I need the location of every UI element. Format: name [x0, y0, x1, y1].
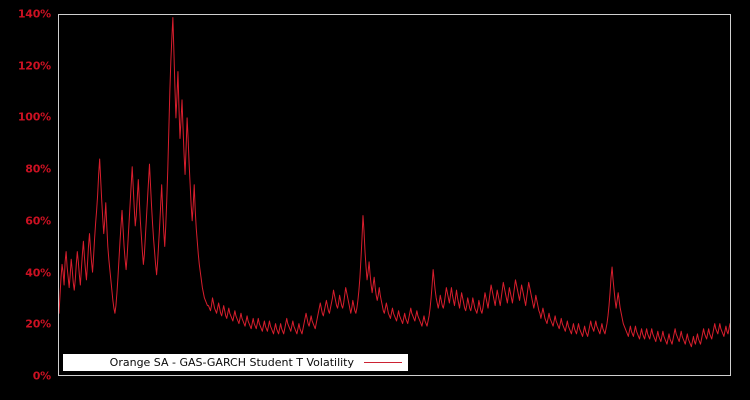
y-tick-label-80: 80% — [25, 162, 51, 176]
y-tick-label-20: 20% — [25, 317, 51, 331]
y-tick-label-100: 100% — [17, 110, 51, 124]
y-tick-label-120: 120% — [17, 59, 51, 73]
volatility-series — [59, 17, 730, 348]
y-axis: 0% 20% 40% 60% 80% 100% 120% 140% — [0, 0, 58, 400]
legend-label: Orange SA - GAS-GARCH Student T Volatili… — [109, 356, 354, 369]
chart-legend: Orange SA - GAS-GARCH Student T Volatili… — [63, 354, 408, 371]
y-tick-label-60: 60% — [25, 214, 51, 228]
y-tick-label-140: 140% — [17, 7, 51, 21]
legend-line-sample — [364, 362, 402, 363]
series-polyline — [59, 17, 730, 348]
y-tick-label-0: 0% — [32, 369, 51, 383]
plot-area — [58, 14, 731, 376]
y-tick-label-40: 40% — [25, 266, 51, 280]
